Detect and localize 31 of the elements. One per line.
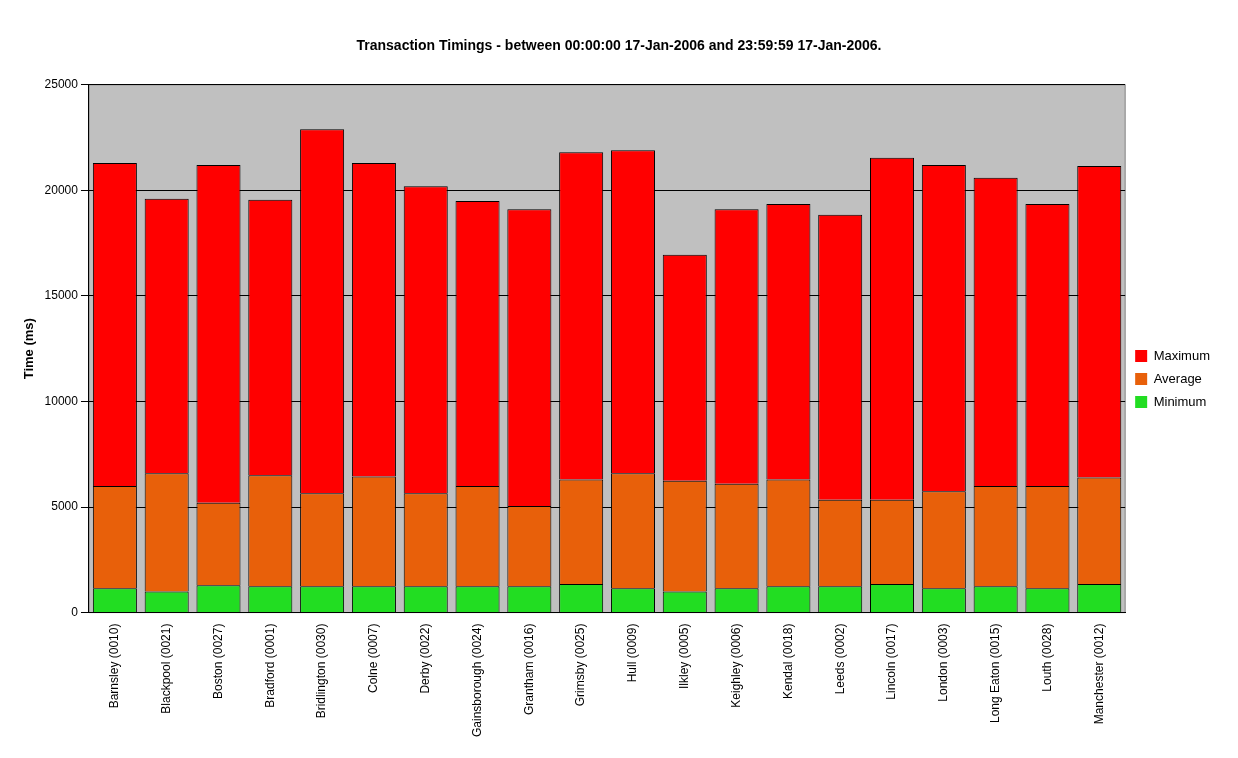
x-tick-label: Derby (0022) xyxy=(418,623,433,694)
x-tick-label: Keighley (0006) xyxy=(728,623,743,708)
x-tick-label: Manchester (0012) xyxy=(1091,623,1106,725)
x-tick-label: Boston (0027) xyxy=(210,623,225,699)
x-tick-label: Lincoln (0017) xyxy=(884,623,899,700)
x-tick-label: Blackpool (0021) xyxy=(159,623,173,714)
y-tick-label: 25000 xyxy=(44,77,79,92)
x-tick-label: Grantham (0016) xyxy=(521,623,536,715)
x-tick-label: Ilkley (0005) xyxy=(677,623,692,689)
x-tick-label: Hull (0009) xyxy=(625,623,640,683)
x-tick-label: Barnsley (0010) xyxy=(107,623,122,709)
y-tick-label: 0 xyxy=(71,604,79,619)
x-tick-label: Leeds (0002) xyxy=(832,623,847,695)
y-tick-label: 20000 xyxy=(44,182,79,197)
x-tick-label: London (0003) xyxy=(936,623,951,702)
chart-title: Transaction Timings - between 00:00:00 17-Jan-2006 and 23:59:59 17-Jan-2006. xyxy=(356,37,882,54)
x-tick-label: Gainsborough (0024) xyxy=(469,623,484,738)
x-tick-label: Kendal (0018) xyxy=(780,623,795,699)
legend-label: Maximum xyxy=(1153,347,1211,363)
legend-label: Average xyxy=(1153,370,1202,386)
x-tick-label: Louth (0028) xyxy=(1039,623,1054,692)
x-tick-label: Long Eaton (0015) xyxy=(987,623,1002,724)
x-tick-label: Bradford (0001) xyxy=(262,623,277,708)
x-tick-label: Colne (0007) xyxy=(366,623,381,693)
x-tick-label: Grimsby (0025) xyxy=(573,623,588,707)
y-tick-label: 15000 xyxy=(44,288,79,303)
x-tick-label: Bridlington (0030) xyxy=(314,623,329,719)
y-tick-label: 10000 xyxy=(44,393,79,408)
y-axis-title: Time (ms) xyxy=(21,318,37,380)
legend-label: Minimum xyxy=(1153,393,1207,409)
y-tick-label: 5000 xyxy=(51,499,79,514)
